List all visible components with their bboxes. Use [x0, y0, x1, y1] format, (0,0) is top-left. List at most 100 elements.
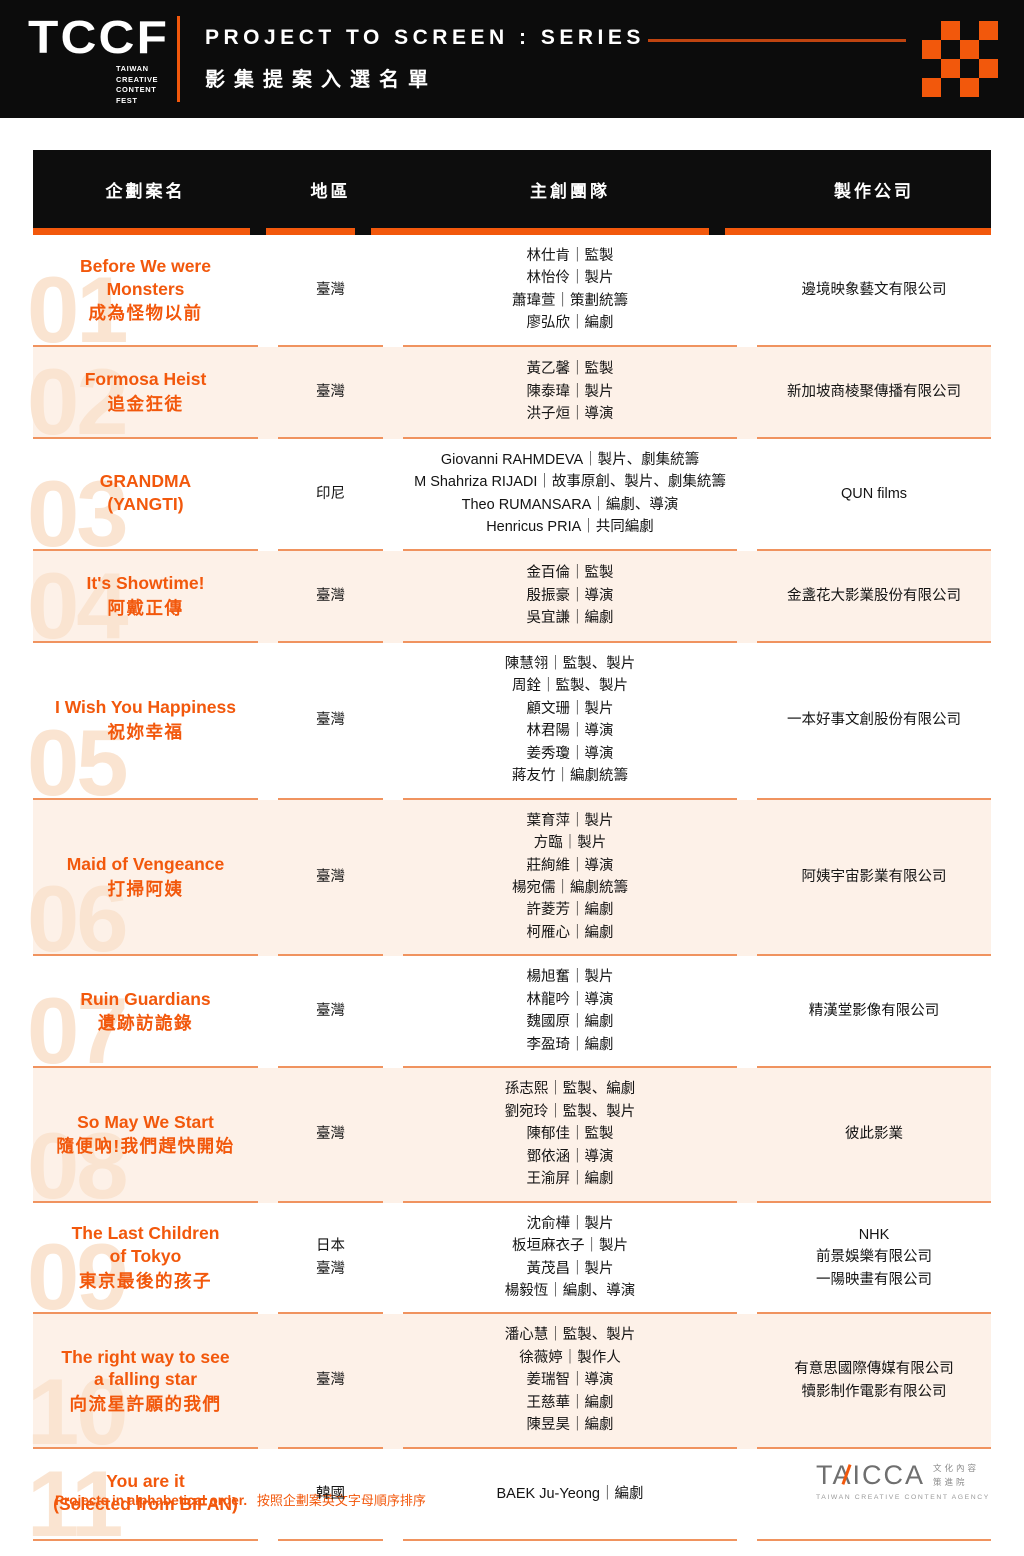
project-title-en: Maid of Vengeance [66, 854, 225, 875]
table-row: 04 It's Showtime! 阿戴正傳 臺灣 金百倫｜監製 殷振豪｜導演 … [27, 550, 991, 652]
company-text: 新加坡商棱聚傳播有限公司 [787, 383, 961, 400]
row-number-watermark: 10 [27, 1358, 129, 1464]
region-text: 臺灣 [316, 1126, 345, 1143]
project-title-zh: 祝妳幸福 [107, 722, 184, 743]
table-row: 05 I Wish You Happiness 祝妳幸福 臺灣 陳慧翎｜監製、製… [27, 642, 991, 809]
project-cell: Before We were Monsters 成為怪物以前 [33, 235, 258, 347]
header-underline-notch [250, 228, 266, 235]
footer-note-zh: 按照企劃案英文字母順序排序 [256, 1493, 426, 1508]
company-text: 阿姨宇宙影業有限公司 [801, 868, 947, 885]
project-cell: Maid of Vengeance 打掃阿姨 [33, 800, 258, 957]
project-cell: GRANDMA (YANGTI) [33, 439, 258, 551]
project-title-zh: 追金狂徒 [107, 393, 184, 414]
project-title-zh: 隨便吶!我們趕快開始 [56, 1136, 235, 1157]
region-text: 臺灣 [316, 587, 345, 604]
company-cell: 一本好事文創股份有限公司 [757, 643, 991, 800]
column-header-company: 製作公司 [834, 181, 914, 201]
project-title-en: GRANDMA (YANGTI) [99, 471, 192, 514]
header-underline-notch [355, 228, 371, 235]
team-text: Giovanni RAHMDEVA｜製片、劇集統籌 M Shahriza RIJ… [414, 451, 726, 536]
team-cell: 沈俞樺｜製片 板垣麻衣子｜製片 黃茂昌｜製片 楊毅恆｜編劇、導演 [403, 1203, 737, 1315]
project-title-en: Ruin Guardians [80, 988, 211, 1009]
project-title-en: Formosa Heist [84, 369, 207, 390]
region-cell: 臺灣 [278, 347, 383, 439]
table-row: 10 The right way to see a falling star 向… [27, 1314, 991, 1458]
company-cell: 邊境映象藝文有限公司 [757, 235, 991, 347]
region-text: 臺灣 [316, 1003, 345, 1020]
team-cell: 金百倫｜監製 殷振豪｜導演 吳宜謙｜編劇 [403, 551, 737, 643]
column-header-team: 主創團隊 [530, 181, 610, 201]
region-cell: 臺灣 [278, 1068, 383, 1203]
region-cell: 臺灣 [278, 1314, 383, 1449]
region-cell: 臺灣 [278, 643, 383, 800]
project-title-en: Before We were Monsters [80, 255, 211, 299]
company-cell [757, 1449, 991, 1541]
row-number-watermark: 05 [27, 709, 129, 815]
company-text: 精漢堂影像有限公司 [808, 1003, 940, 1020]
team-cell: 林仕肯｜監製 林怡伶｜製片 蕭瑋萱｜策劃統籌 廖弘欣｜編劇 [403, 235, 737, 347]
team-text: 潘心慧｜監製、製片 徐薇婷｜製作人 姜瑞智｜導演 王慈華｜編劇 陳昱昊｜編劇 [504, 1327, 636, 1434]
project-title-zh: 東京最後的孩子 [79, 1270, 212, 1291]
project-cell: I Wish You Happiness 祝妳幸福 [33, 643, 258, 800]
project-title-en: I Wish You Happiness [54, 697, 237, 718]
company-cell: 金盞花大影業股份有限公司 [757, 551, 991, 643]
company-cell: QUN films [757, 439, 991, 551]
taicca-logo: TAICCA 文化內容 策進院 TAIWAN CREATIVE CONTENT … [816, 1460, 996, 1501]
column-header-project: 企劃案名 [105, 181, 186, 201]
team-text: 陳慧翎｜監製、製片 周銓｜監製、製片 顧文珊｜製片 林君陽｜導演 姜秀瓊｜導演 … [504, 655, 636, 785]
row-number-watermark: 03 [27, 460, 129, 566]
project-title-en: It's Showtime! [86, 573, 205, 593]
team-text: 金百倫｜監製 殷振豪｜導演 吳宜謙｜編劇 [526, 565, 614, 626]
project-title-zh: 成為怪物以前 [88, 303, 203, 324]
company-text: NHK 前景娛樂有限公司 一陽映畫有限公司 [816, 1226, 932, 1288]
project-cell: So May We Start 隨便吶!我們趕快開始 [33, 1068, 258, 1203]
table-header: 企劃案名 地區 主創團隊 製作公司 [33, 150, 991, 228]
project-cell: The Last Children of Tokyo 東京最後的孩子 [33, 1203, 258, 1315]
project-title-en: The right way to see a falling star [61, 1346, 230, 1390]
region-cell: 日本 臺灣 [278, 1203, 383, 1315]
table-body: 01 Before We were Monsters 成為怪物以前 臺灣 林仕肯… [27, 235, 991, 1550]
table-row: 11 You are it (Selected from BIFAN) 韓國 B… [27, 1448, 991, 1550]
table-row: 09 The Last Children of Tokyo 東京最後的孩子 日本… [27, 1202, 991, 1324]
company-text: 有意思國際傳媒有限公司 犢影制作電影有限公司 [794, 1361, 954, 1400]
region-cell: 韓國 [278, 1449, 383, 1541]
header-underline-notch [709, 228, 725, 235]
page-subtitle: 影集提案入選名單 [205, 69, 437, 91]
region-text: 臺灣 [316, 868, 345, 885]
company-cell: 彼此影業 [757, 1068, 991, 1203]
taicca-subtext: TAIWAN CREATIVE CONTENT AGENCY [816, 1494, 990, 1501]
taicca-chinese: 文化內容 策進院 [933, 1462, 980, 1487]
team-cell: 黃乙馨｜監製 陳泰瑋｜製片 洪子烜｜導演 [403, 347, 737, 439]
project-cell: The right way to see a falling star 向流星許… [33, 1314, 258, 1449]
project-title-zh: 打掃阿姨 [107, 878, 184, 899]
region-cell: 印尼 [278, 439, 383, 551]
team-cell: Giovanni RAHMDEVA｜製片、劇集統籌 M Shahriza RIJ… [403, 439, 737, 551]
region-cell: 臺灣 [278, 235, 383, 347]
table-row: 02 Formosa Heist 追金狂徒 臺灣 黃乙馨｜監製 陳泰瑋｜製片 洪… [27, 346, 991, 448]
top-banner: TCCF TAIWAN CREATIVE CONTENT FEST PROJEC… [0, 0, 1024, 118]
team-cell: BAEK Ju-Yeong｜編劇 [403, 1449, 737, 1541]
project-title-en: You are it (Selected from BIFAN) [53, 1471, 238, 1514]
company-text: 彼此影業 [845, 1126, 903, 1143]
region-text: 臺灣 [316, 1372, 345, 1389]
tccf-logo-subtext: TAIWAN CREATIVE CONTENT FEST [116, 64, 159, 105]
region-cell: 臺灣 [278, 800, 383, 957]
project-title-zh: 向流星許願的我們 [69, 1394, 222, 1415]
row-number-watermark: 09 [27, 1224, 129, 1330]
region-text: 印尼 [316, 485, 345, 502]
team-cell: 楊旭奮｜製片 林龍吟｜導演 魏國原｜編劇 李盈琦｜編劇 [403, 956, 737, 1069]
company-text: 一本好事文創股份有限公司 [787, 711, 961, 728]
header-underline [33, 228, 991, 235]
region-text: 臺灣 [316, 711, 345, 728]
region-text: 日本 臺灣 [316, 1238, 345, 1277]
company-text: 邊境映象藝文有限公司 [801, 281, 947, 298]
team-text: BAEK Ju-Yeong｜編劇 [496, 1485, 644, 1502]
region-cell: 臺灣 [278, 551, 383, 643]
row-number-watermark: 11 [27, 1450, 123, 1556]
project-title-en: The Last Children of Tokyo [71, 1223, 220, 1267]
row-number-watermark: 01 [27, 256, 129, 362]
project-title-en: So May We Start [77, 1111, 214, 1132]
banner-divider [177, 16, 180, 102]
company-cell: 精漢堂影像有限公司 [757, 956, 991, 1069]
company-cell: 有意思國際傳媒有限公司 犢影制作電影有限公司 [757, 1314, 991, 1449]
